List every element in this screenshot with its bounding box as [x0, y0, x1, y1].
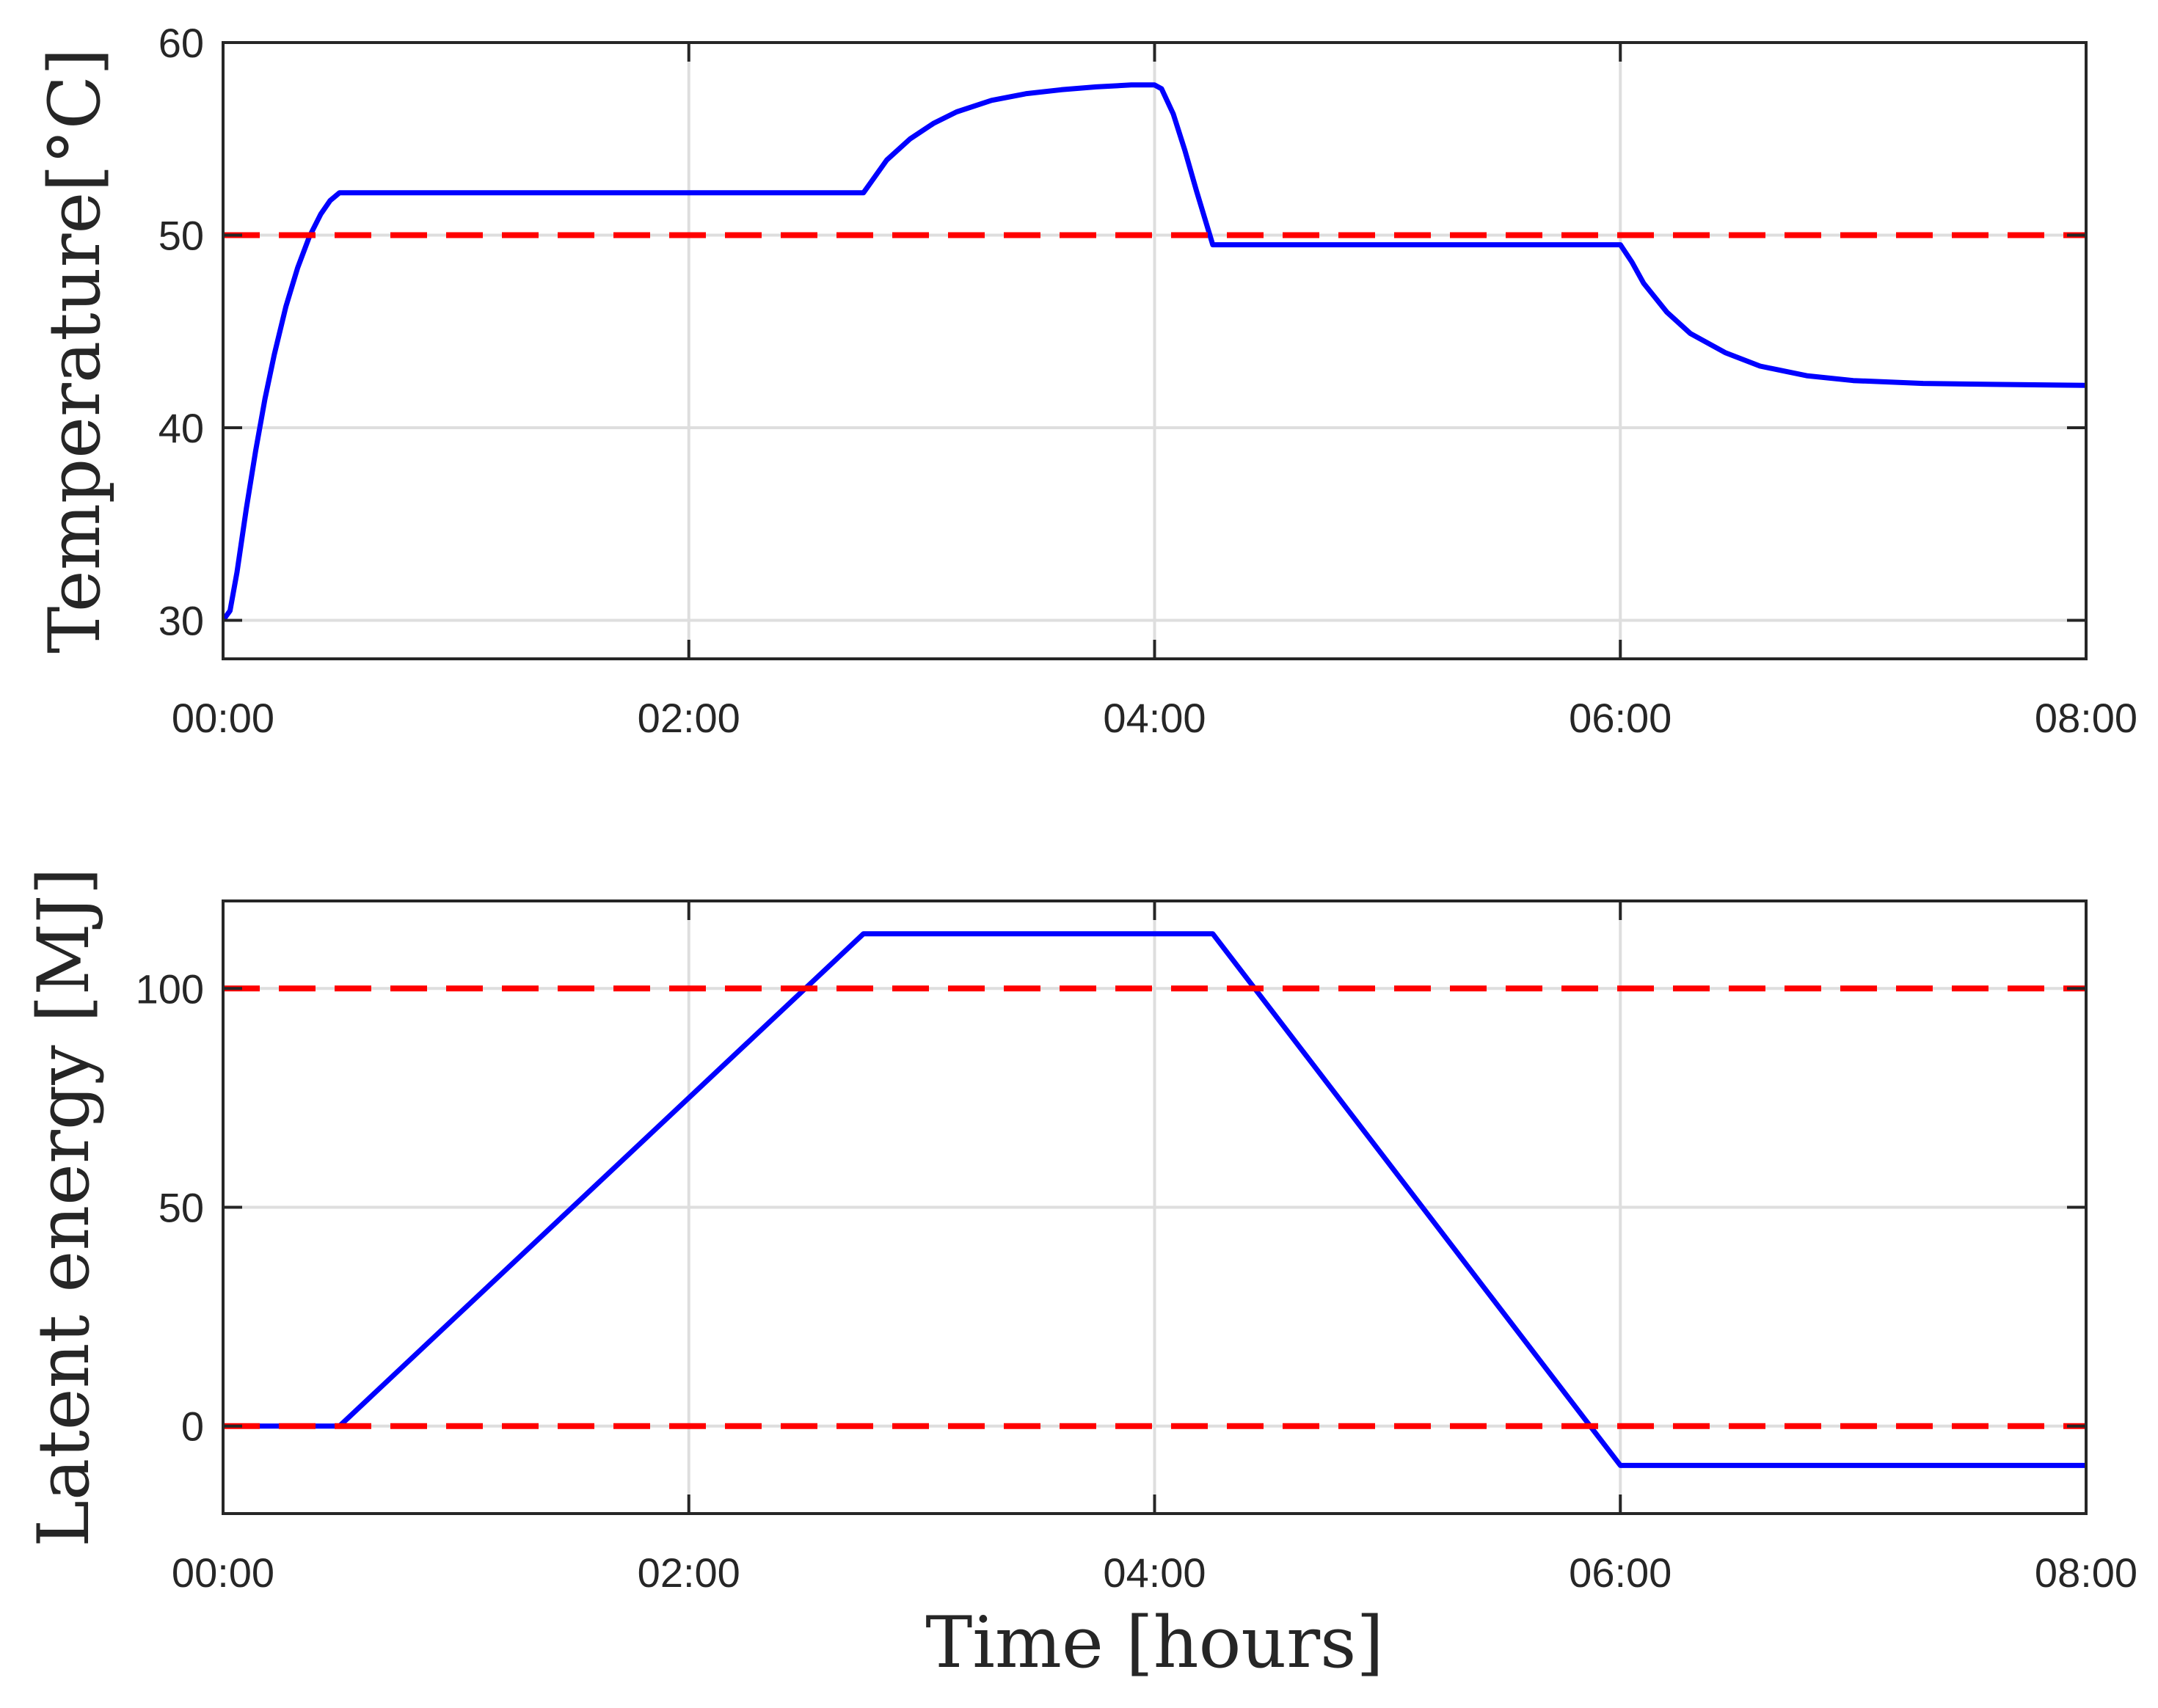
y-tick-label: 60	[158, 20, 204, 66]
plot-area	[223, 82, 2086, 622]
x-tick-label: 06:00	[1569, 1550, 1672, 1596]
x-tick-label: 08:00	[2035, 695, 2137, 741]
y-tick-label: 40	[158, 405, 204, 451]
y-tick-label: 50	[158, 1185, 204, 1231]
x-tick-label: 04:00	[1103, 1550, 1206, 1596]
y-axis-label: Temperature[°C]	[34, 48, 116, 653]
x-tick-label: 08:00	[2035, 1550, 2137, 1596]
y-tick-label: 30	[158, 598, 204, 644]
y-tick-label: 50	[158, 213, 204, 259]
x-tick-label: 06:00	[1569, 695, 1672, 741]
x-tick-label: 04:00	[1103, 695, 1206, 741]
x-tick-label: 00:00	[172, 1550, 274, 1596]
x-tick-label: 02:00	[638, 695, 740, 741]
plot-area	[223, 931, 2086, 1468]
x-tick-label: 00:00	[172, 695, 274, 741]
y-tick-label: 100	[136, 966, 204, 1012]
y-axis-label: Latent energy [MJ]	[23, 867, 105, 1547]
x-axis-label: Time [hours]	[925, 1602, 1384, 1684]
x-tick-label: 02:00	[638, 1550, 740, 1596]
chart-2: 00:00 02:00 04:00 06:00 08:00 0 50 100 Latent en…	[23, 867, 2137, 1684]
data-line	[223, 82, 2086, 622]
chart-1: 00:00 02:00 04:00 06:00 08:00 30 40 50 60 Tempera…	[34, 20, 2137, 741]
y-tick-label: 0	[181, 1404, 204, 1450]
data-line	[223, 931, 2086, 1468]
